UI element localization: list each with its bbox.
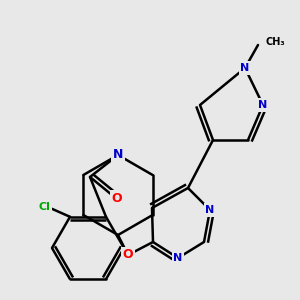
Text: O: O: [112, 191, 122, 205]
Text: Cl: Cl: [38, 202, 50, 212]
Text: N: N: [173, 253, 183, 263]
Text: N: N: [258, 100, 268, 110]
Text: O: O: [123, 248, 133, 262]
Text: N: N: [206, 205, 214, 215]
Text: N: N: [240, 63, 250, 73]
Text: N: N: [113, 148, 123, 161]
Text: CH₃: CH₃: [266, 37, 286, 47]
